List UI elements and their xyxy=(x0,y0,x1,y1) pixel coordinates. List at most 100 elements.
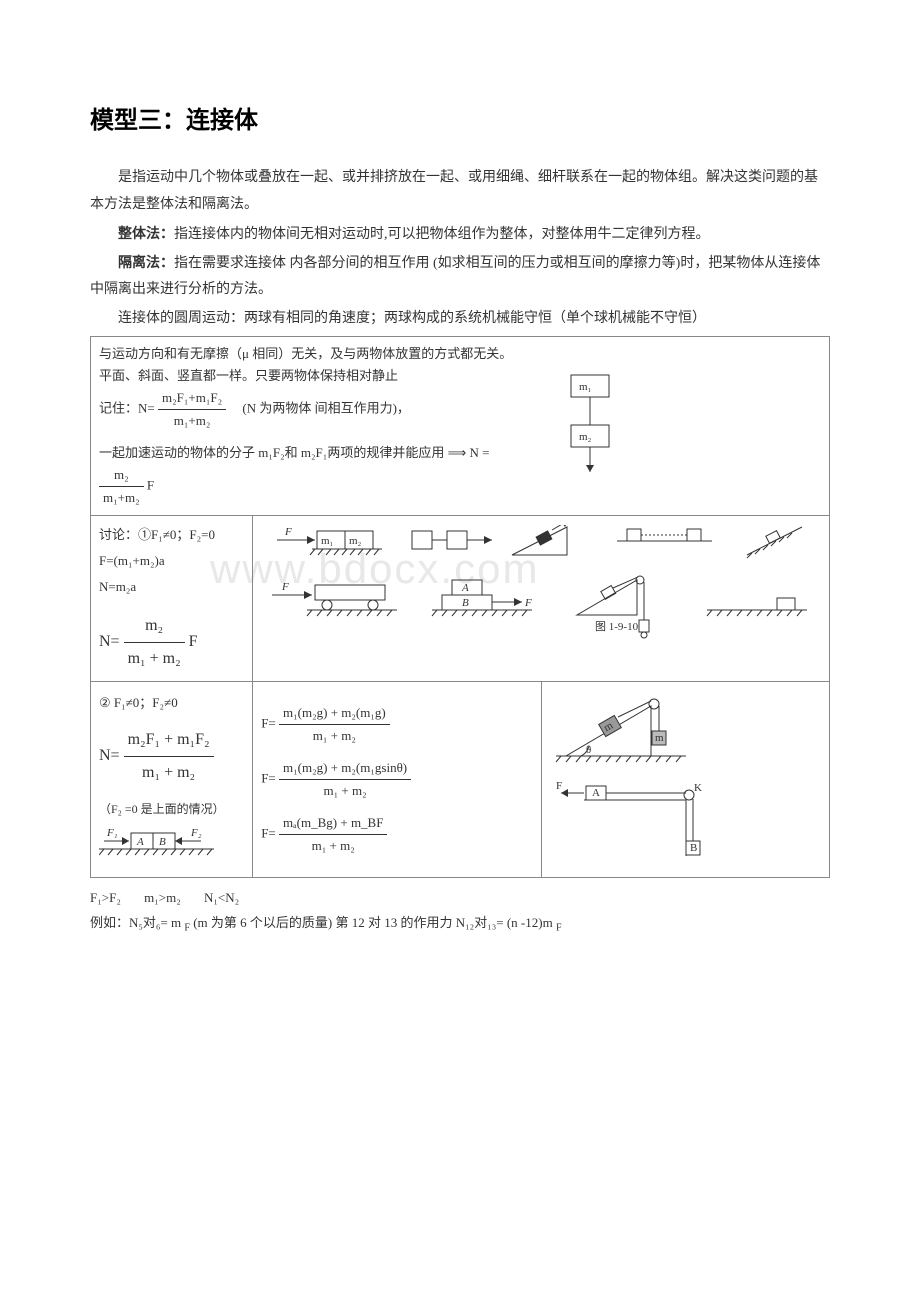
svg-text:A: A xyxy=(592,787,600,799)
footer-row2: 例如：N₅对₆= m F (m 为第 6 个以后的质量) 第 12 对 13 的… xyxy=(90,911,830,938)
pulley-systems-icon: m m θ xyxy=(546,686,746,866)
case2-middle-formulas: F= m₁(m₂g) + m₂(m₁g) m₁ + m₂ F= m₁(m₂g) … xyxy=(253,682,542,878)
case2-label: ② F₁≠0；F₂≠0 xyxy=(99,690,244,716)
stacked-boxes-icon: m₁ m₂ xyxy=(546,367,626,477)
frac-num: m₂ xyxy=(99,464,144,487)
case2-N: N= m₂F₁ + m₁F₂ m₁ + m₂ xyxy=(99,724,244,789)
case2-left: ② F₁≠0；F₂≠0 N= m₂F₁ + m₁F₂ m₁ + m₂ （F₂ =… xyxy=(91,682,253,878)
discuss-label: 讨论：①F₁≠0；F₂=0 xyxy=(99,522,244,548)
frac-den: m₁+m₂ xyxy=(99,487,144,509)
case1-diagrams: F m₁ m₂ xyxy=(253,516,830,682)
case1-formulas: 讨论：①F₁≠0；F₂=0 F=(m₁+m₂)a N=m₂a N= m₂ m₁ … xyxy=(91,516,253,682)
stacked-masses-diagram: m₁ m₂ xyxy=(542,336,830,516)
method2-text: 指在需要求连接体 内各部分间的相互作用 (如求相互间的压力或相互间的摩擦力等)时… xyxy=(90,256,820,298)
case2-note: （F₂ =0 是上面的情况） xyxy=(99,797,244,821)
N-prefix: N= xyxy=(99,747,120,764)
case2-right-diagrams: m m θ xyxy=(542,682,830,878)
svg-text:m₂: m₂ xyxy=(349,535,362,547)
frac-den: m₁ + m₂ xyxy=(124,757,214,789)
svg-text:F₁: F₁ xyxy=(106,827,118,839)
box1-line2: 平面、斜面、竖直都一样。只要两物体保持相对静止 xyxy=(99,365,534,387)
box1-text-cell: 与运动方向和有无摩擦（μ 相同）无关，及与两物体放置的方式都无关。 平面、斜面、… xyxy=(91,336,542,516)
two-forces-diagram-icon: F₁ A B F₂ xyxy=(99,821,239,861)
F-label: F= xyxy=(261,771,276,786)
frac-den: m₁ + m₂ xyxy=(124,643,185,675)
frac-num: m₂F₁ + m₁F₂ xyxy=(124,724,214,757)
table-row: ② F₁≠0；F₂≠0 N= m₂F₁ + m₁F₂ m₁ + m₂ （F₂ =… xyxy=(91,682,830,878)
eqN: N= m₂ m₁ + m₂ F xyxy=(99,610,244,675)
frac-num: m₂ xyxy=(124,610,185,643)
box1-line3b: (N 为两物体 间相互作用力)， xyxy=(229,400,410,415)
sub-f: F xyxy=(184,923,190,934)
svg-text:m₁: m₁ xyxy=(321,535,334,547)
page-title: 模型三：连接体 xyxy=(90,100,830,135)
box1-line3: 记住：N= m₂F₁+m₁F₂ m₁+m₂ (N 为两物体 间相互作用力)， xyxy=(99,387,534,432)
fraction: m₁(m₂g) + m₂(m₁gsinθ) m₁ + m₂ xyxy=(279,757,411,802)
box1-line4: 一起加速运动的物体的分子 m₁F₂和 m₂F₁两项的规律并能应用 ⟹ N = m… xyxy=(99,442,534,509)
ineq-f: F₁>F₂ xyxy=(90,890,121,905)
fraction: m₂ m₁ + m₂ xyxy=(124,610,185,675)
formula-f1: F= m₁(m₂g) + m₂(m₁g) m₁ + m₂ xyxy=(261,702,533,747)
fraction: m₁(m₂g) + m₂(m₁g) m₁ + m₂ xyxy=(279,702,390,747)
svg-text:F: F xyxy=(281,581,289,593)
frac-den: m₁ + m₂ xyxy=(279,835,387,857)
fraction: m₂F₁ + m₁F₂ m₁ + m₂ xyxy=(124,724,214,789)
svg-text:F₂: F₂ xyxy=(190,827,202,839)
frac-num: m₂F₁+m₁F₂ xyxy=(158,387,226,410)
svg-text:F: F xyxy=(556,780,562,792)
formula-f3: F= mₐ(m_Bg) + m_BF m₁ + m₂ xyxy=(261,812,533,857)
sub-f2: F xyxy=(556,923,562,934)
table-row: 与运动方向和有无摩擦（μ 相同）无关，及与两物体放置的方式都无关。 平面、斜面、… xyxy=(91,336,830,516)
method2-label: 隔离法： xyxy=(118,256,174,271)
svg-text:图 1-9-10: 图 1-9-10 xyxy=(595,620,639,633)
intro-paragraph: 是指运动中几个物体或叠放在一起、或并排挤放在一起、或用细绳、细杆联系在一起的物体… xyxy=(90,165,830,218)
physics-table: 与运动方向和有无摩擦（μ 相同）无关，及与两物体放置的方式都无关。 平面、斜面、… xyxy=(90,336,830,879)
eq2: N=m₂a xyxy=(99,574,244,600)
footer-notes: F₁>F₂ m₁>m₂ N₁<N₂ 例如：N₅对₆= m F (m 为第 6 个… xyxy=(90,886,830,937)
svg-text:A: A xyxy=(461,582,469,594)
svg-text:F: F xyxy=(524,597,532,609)
frac-num: m₁(m₂g) + m₂(m₁g) xyxy=(279,702,390,725)
eqN-prefix: N= xyxy=(99,633,120,650)
ineq-m: m₁>m₂ xyxy=(144,890,181,905)
fraction: mₐ(m_Bg) + m_BF m₁ + m₂ xyxy=(279,812,387,857)
svg-text:θ: θ xyxy=(586,744,591,756)
svg-text:B: B xyxy=(690,842,697,854)
frac-den: m₁ + m₂ xyxy=(279,725,390,747)
svg-text:F: F xyxy=(284,526,292,538)
box1-line3a: 记住：N= xyxy=(99,400,155,415)
eq1: F=(m₁+m₂)a xyxy=(99,548,244,574)
frac-num: mₐ(m_Bg) + m_BF xyxy=(279,812,387,835)
example-mid: (m 为第 6 个以后的质量) 第 12 对 13 的作用力 N₁₂对₁₃= (… xyxy=(193,915,556,930)
fraction: m₂F₁+m₁F₂ m₁+m₂ xyxy=(158,387,226,432)
eqN-suffix: F xyxy=(189,633,198,650)
formula-f2: F= m₁(m₂g) + m₂(m₁gsinθ) m₁ + m₂ xyxy=(261,757,533,802)
footer-row1: F₁>F₂ m₁>m₂ N₁<N₂ xyxy=(90,886,830,911)
frac-den: m₁+m₂ xyxy=(158,410,226,432)
document-content: 模型三：连接体 是指运动中几个物体或叠放在一起、或并排挤放在一起、或用细绳、细杆… xyxy=(90,100,830,938)
circular-motion-note: 连接体的圆周运动：两球有相同的角速度；两球构成的系统机械能守恒（单个球机械能不守… xyxy=(90,306,830,333)
svg-text:B: B xyxy=(159,836,166,848)
box1-line1: 与运动方向和有无摩擦（μ 相同）无关，及与两物体放置的方式都无关。 xyxy=(99,343,534,365)
method1-label: 整体法： xyxy=(118,227,174,242)
svg-text:K: K xyxy=(694,782,702,794)
frac-den: m₁ + m₂ xyxy=(279,780,411,802)
svg-text:A: A xyxy=(136,836,144,848)
svg-text:m: m xyxy=(655,732,664,744)
box1-line4b: F xyxy=(147,478,154,493)
m2-label: m₂ xyxy=(579,431,592,443)
frac-num: m₁(m₂g) + m₂(m₁gsinθ) xyxy=(279,757,411,780)
ineq-n: N₁<N₂ xyxy=(204,890,239,905)
table-row: 讨论：①F₁≠0；F₂=0 F=(m₁+m₂)a N=m₂a N= m₂ m₁ … xyxy=(91,516,830,682)
box1-line4a: 一起加速运动的物体的分子 m₁F₂和 m₂F₁两项的规律并能应用 ⟹ N = xyxy=(99,445,489,460)
method-whole: 整体法：指连接体内的物体间无相对运动时,可以把物体组作为整体，对整体用牛二定律列… xyxy=(90,222,830,249)
fraction: m₂ m₁+m₂ xyxy=(99,464,144,509)
mechanics-diagrams-icon: F m₁ m₂ xyxy=(257,525,817,665)
F-label: F= xyxy=(261,716,276,731)
F-label: F= xyxy=(261,826,276,841)
svg-text:B: B xyxy=(462,597,469,609)
method1-text: 指连接体内的物体间无相对运动时,可以把物体组作为整体，对整体用牛二定律列方程。 xyxy=(174,227,710,242)
example-prefix: 例如：N₅对₆= m xyxy=(90,915,184,930)
m1-label: m₁ xyxy=(579,381,592,393)
method-isolate: 隔离法：指在需要求连接体 内各部分间的相互作用 (如求相互间的压力或相互间的摩擦… xyxy=(90,251,830,304)
